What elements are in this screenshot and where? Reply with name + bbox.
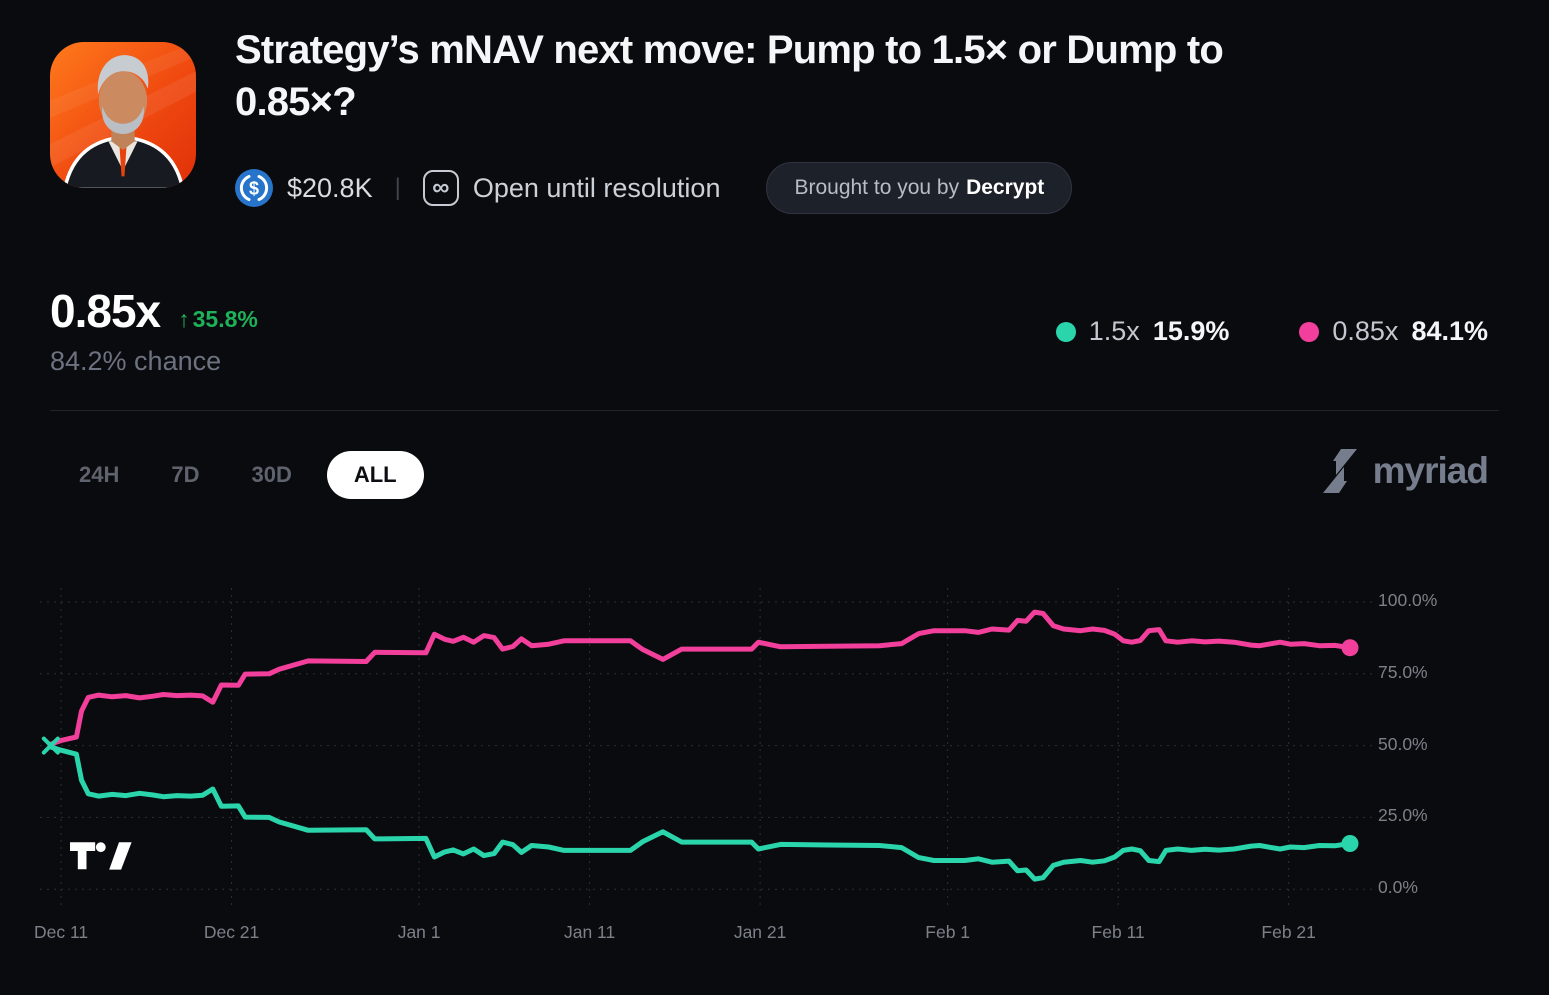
legend-item[interactable]: 1.5x 15.9% bbox=[1055, 316, 1230, 347]
change-percent: 35.8% bbox=[192, 306, 258, 332]
legend-value: 15.9% bbox=[1152, 316, 1230, 346]
x-axis-labels: Dec 11 Dec 21 Jan 1 Jan 11 Jan 21 Feb 1 Feb 11… bbox=[0, 922, 1549, 948]
range-option-30d[interactable]: 30D bbox=[234, 451, 308, 499]
x-axis-label: Feb 11 bbox=[1091, 922, 1145, 942]
x-axis-label: Jan 21 bbox=[733, 922, 787, 942]
market-title: Strategy’s mNAV next move: Pump to 1.5× … bbox=[235, 28, 1224, 124]
legend-label: 0.85x bbox=[1332, 316, 1399, 346]
market-avatar bbox=[50, 42, 196, 188]
y-axis-label: 0.0% bbox=[1378, 877, 1418, 898]
change-badge: ↑ 35.8% bbox=[178, 306, 258, 333]
x-axis-label: Feb 1 bbox=[925, 922, 971, 942]
market-volume: $20.8K bbox=[287, 172, 373, 203]
range-option-7d[interactable]: 7D bbox=[154, 451, 216, 499]
myriad-bolt-icon bbox=[1322, 449, 1357, 493]
up-arrow-icon: ↑ bbox=[178, 306, 190, 332]
chart-legend: 1.5x 15.9% 0.85x 84.1% bbox=[1055, 316, 1488, 347]
y-axis-labels: 100.0% 75.0% 50.0% 25.0% 0.0% bbox=[1378, 0, 1498, 995]
legend-dot-icon bbox=[1299, 321, 1320, 342]
myriad-logo[interactable]: myriad bbox=[1319, 448, 1489, 494]
legend-value: 84.1% bbox=[1411, 316, 1488, 346]
chance-label: 84.2% chance bbox=[50, 346, 222, 376]
y-axis-label: 100.0% bbox=[1378, 590, 1438, 610]
range-option-all[interactable]: ALL bbox=[326, 451, 424, 499]
tradingview-logo[interactable] bbox=[70, 842, 140, 891]
sponsor-name: Decrypt bbox=[966, 176, 1045, 199]
current-value: 0.85x bbox=[50, 285, 161, 337]
x-axis-label: Jan 11 bbox=[563, 922, 616, 942]
range-option-24h[interactable]: 24H bbox=[62, 451, 136, 499]
legend-item[interactable]: 0.85x 84.1% bbox=[1299, 316, 1488, 347]
myriad-wordmark: myriad bbox=[1372, 450, 1489, 491]
y-axis-label: 25.0% bbox=[1378, 805, 1428, 826]
x-axis-label: Feb 21 bbox=[1261, 922, 1316, 942]
x-axis-label: Dec 11 bbox=[33, 922, 89, 942]
infinity-icon: ∞ bbox=[422, 170, 459, 206]
x-axis-label: Jan 1 bbox=[397, 922, 441, 942]
y-axis-label: 75.0% bbox=[1378, 661, 1428, 682]
dollar-glyph: $ bbox=[249, 179, 259, 199]
current-stats: 0.85x ↑ 35.8% 84.2% chance bbox=[50, 284, 258, 377]
section-divider bbox=[50, 410, 1499, 411]
chart-svg[interactable] bbox=[40, 582, 1380, 912]
legend-label: 1.5x bbox=[1088, 316, 1140, 346]
y-axis-label: 50.0% bbox=[1378, 733, 1428, 754]
sponsor-prefix: Brought to you by bbox=[794, 176, 960, 199]
usdc-icon: $ bbox=[235, 169, 273, 207]
market-status: Open until resolution bbox=[472, 172, 721, 203]
meta-separator: | bbox=[394, 174, 401, 201]
x-axis-label: Dec 21 bbox=[203, 922, 260, 942]
legend-dot-icon bbox=[1055, 321, 1076, 342]
sponsor-badge: Brought to you by Decrypt bbox=[766, 162, 1073, 214]
market-meta: $ $20.8K | ∞ Open until resolution Broug… bbox=[235, 162, 1073, 214]
range-selector: 24H 7D 30D ALL bbox=[62, 451, 424, 499]
avatar-illustration bbox=[50, 42, 196, 188]
infinity-glyph: ∞ bbox=[432, 174, 450, 201]
